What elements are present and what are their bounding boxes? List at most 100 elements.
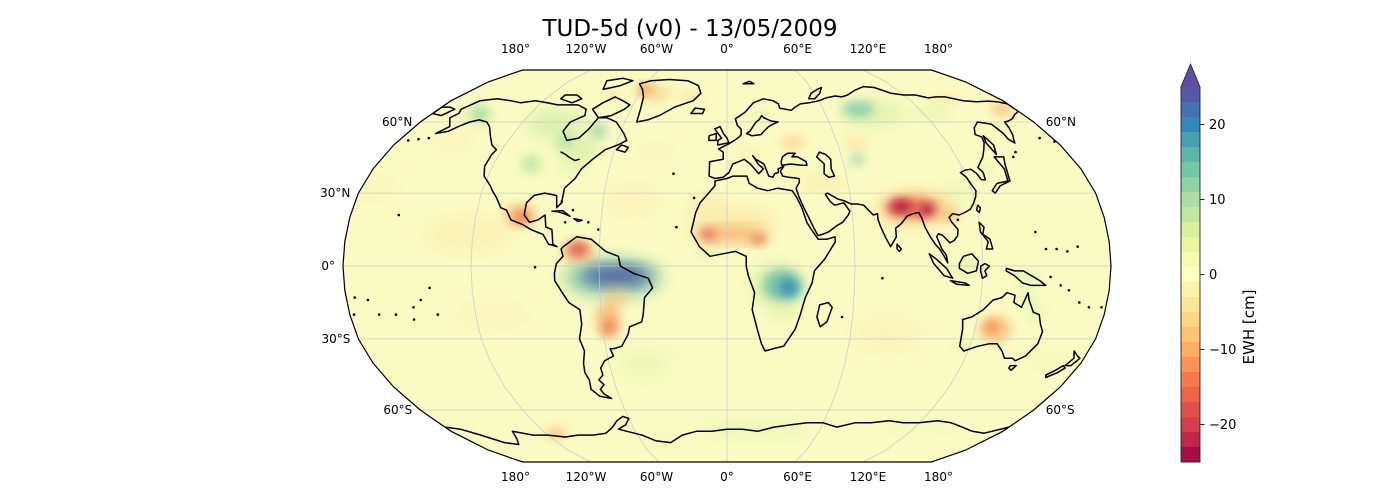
island-dot	[533, 265, 537, 269]
colorbar-segment	[1181, 297, 1200, 313]
coastline	[979, 262, 991, 279]
colorbar-segment	[1181, 327, 1200, 343]
island-dot	[1087, 306, 1091, 309]
coastline	[896, 243, 903, 253]
anomaly-japan-green	[971, 162, 996, 181]
coastline	[816, 301, 833, 328]
coastline	[635, 78, 702, 123]
colorbar-tick-label: −20	[1209, 418, 1236, 433]
anomaly-myanmar-crimson-core	[918, 204, 936, 217]
coastline	[1064, 350, 1081, 367]
colorbar-segment	[1181, 87, 1200, 103]
anomaly-turkey-warm	[782, 165, 803, 177]
colorbar-segment	[1181, 417, 1200, 433]
lat-tick-label-left: 30°N	[320, 186, 350, 200]
island-dot	[587, 221, 590, 224]
island-dot	[1034, 230, 1037, 234]
island-dot	[397, 213, 401, 217]
coastline	[807, 86, 823, 100]
graticule	[343, 69, 1111, 463]
anomaly-sahel-red-core-west	[699, 229, 717, 240]
lat-tick-label-left: 60°N	[382, 115, 412, 129]
colorbar-segment	[1181, 387, 1200, 403]
colorbar-segment	[1181, 267, 1200, 283]
colorbar-segment	[1181, 432, 1200, 448]
island-dot	[419, 298, 423, 302]
coastline	[991, 156, 1011, 194]
island-dot	[597, 228, 600, 231]
colorbar-tick-label: 20	[1209, 118, 1226, 133]
colorbar-segment	[1181, 282, 1200, 298]
island-dot	[956, 218, 960, 222]
colorbar-outline	[1180, 62, 1201, 463]
island-dot	[352, 313, 356, 316]
colorbar: 20 10 0 −10 −20 EWH [cm]	[1180, 62, 1258, 463]
lon-tick-label-bottom: 0°	[720, 470, 734, 484]
coastline	[745, 114, 779, 137]
island-dot	[1049, 275, 1052, 279]
anomaly-zambia-green	[769, 300, 799, 324]
island-dot	[1044, 247, 1048, 251]
island-dot	[1059, 284, 1062, 287]
anomaly-siberia-teal	[842, 101, 875, 118]
colorbar-segment	[1181, 342, 1200, 358]
coastline	[690, 175, 837, 352]
anomaly-tasman-green-wash	[1024, 344, 1072, 372]
map-boundary	[342, 69, 1112, 463]
anomaly-mid-atlantic-warm-wash	[637, 138, 675, 161]
coastline	[1008, 364, 1018, 372]
lon-tick-label-bottom: 60°W	[640, 470, 673, 484]
coastline	[708, 132, 718, 142]
anomaly-iran-warm	[801, 172, 846, 195]
island-dot	[394, 313, 398, 316]
island-dot	[1012, 155, 1015, 159]
coastline	[928, 253, 954, 279]
island-dot	[1055, 247, 1058, 251]
coastline	[1005, 267, 1047, 287]
island-dot	[417, 137, 420, 141]
island-dot	[563, 221, 567, 224]
lon-tick-label-top: 120°E	[850, 42, 887, 56]
island-dot	[881, 276, 884, 280]
coastline	[559, 94, 583, 104]
lon-tick-label-bottom: 180°	[501, 470, 530, 484]
anomaly-central-europe-warm	[734, 145, 765, 159]
lon-tick-label-bottom: 60°E	[783, 470, 812, 484]
island-dot	[571, 208, 575, 212]
colorbar-segment	[1181, 192, 1200, 208]
anomaly-australia-orange-core	[984, 320, 1000, 334]
colorbar-segment	[1181, 207, 1200, 223]
anomaly-amazon-purple-core	[584, 268, 649, 284]
anomaly-east-siberia-coast-warm	[931, 93, 962, 105]
anomaly-quebec-teal	[589, 123, 608, 140]
coastline	[690, 107, 706, 115]
anomaly-south-pacific-warm-wash	[454, 296, 530, 333]
lon-tick-label-top: 120°W	[566, 42, 607, 56]
lon-tick-label-top: 180°	[924, 42, 953, 56]
lon-tick-label-bottom: 180°	[924, 470, 953, 484]
coastline	[615, 144, 630, 153]
island-dot	[406, 139, 410, 142]
coastline	[815, 151, 836, 179]
lon-tick-label-top: 60°W	[640, 42, 673, 56]
colorbar-segment	[1181, 237, 1200, 253]
anomaly-se-asia-warm	[936, 208, 962, 222]
anomaly-south-indian-warm-wash	[850, 316, 925, 353]
colorbar-extend-arrow	[1181, 64, 1200, 87]
colorbar-segment	[1181, 357, 1200, 373]
coastline	[591, 96, 631, 119]
colorbar-tick-label: 10	[1209, 193, 1226, 208]
anomaly-east-pacific-warm-wash	[422, 214, 516, 255]
anomaly-congo-blue-core	[779, 278, 799, 297]
colorbar-segment	[1181, 177, 1200, 193]
island-dot	[1078, 301, 1081, 304]
coastline	[742, 80, 755, 85]
coastline	[975, 204, 982, 214]
coastline	[573, 217, 583, 223]
coastline	[982, 135, 998, 156]
colorbar-segment	[1181, 162, 1200, 178]
anomaly-north-india-crimson-core	[889, 200, 913, 213]
anomaly-west-africa-warm	[685, 191, 727, 215]
coastline	[949, 279, 971, 287]
